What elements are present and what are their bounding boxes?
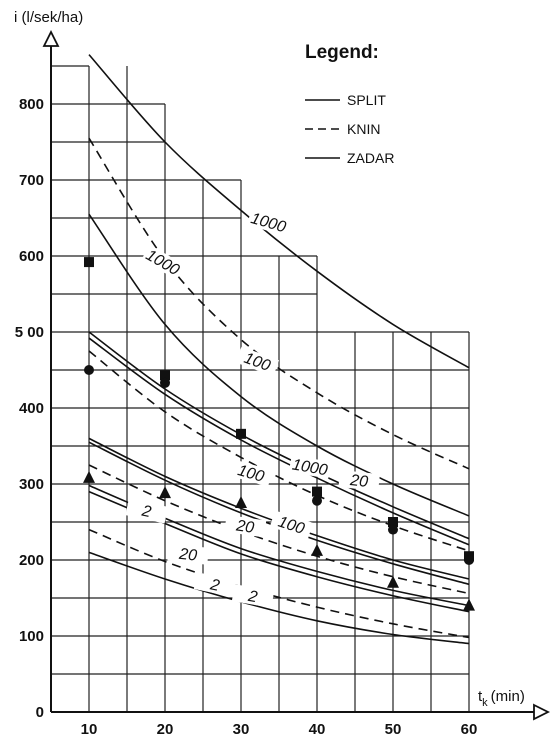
markers xyxy=(83,257,475,611)
data-marker-triangle xyxy=(387,575,399,588)
curve-label-bg xyxy=(193,572,237,598)
data-marker-square xyxy=(236,428,246,439)
curve-label: 1000 xyxy=(291,456,329,479)
curve-label: 2 xyxy=(208,576,221,595)
series-line xyxy=(88,528,470,639)
y-tick-label: 300 xyxy=(19,476,44,493)
curve-label: 20 xyxy=(177,546,198,565)
data-marker-circle xyxy=(388,524,398,535)
curve-label-bg xyxy=(288,455,332,479)
curve-label: 20 xyxy=(234,517,255,536)
data-marker-square xyxy=(388,517,398,527)
data-marker-circle xyxy=(84,365,94,375)
data-marker-circle xyxy=(312,495,322,506)
series-line xyxy=(88,54,470,369)
x-tick-label: 20 xyxy=(157,721,174,738)
legend-title: Legend: xyxy=(305,42,379,63)
y-tick-label: 200 xyxy=(19,552,44,569)
series-line xyxy=(88,551,470,645)
curve-label: 2 xyxy=(246,588,259,606)
y-tick-label: 600 xyxy=(19,248,44,265)
data-marker-square xyxy=(84,257,94,268)
data-marker-square xyxy=(160,370,170,381)
legend-label: ZADAR xyxy=(347,150,394,166)
curve-label: 2 xyxy=(139,503,152,522)
y-axis-arrow xyxy=(42,29,60,47)
curve-label-bg xyxy=(167,543,209,565)
curve-label-bg xyxy=(235,346,280,377)
legend-label: KNIN xyxy=(347,121,380,137)
y-tick-label: 400 xyxy=(19,400,44,417)
x-axis-label-unit: (min) xyxy=(491,688,525,705)
curve-label: 100 xyxy=(236,462,266,486)
x-axis-label-sub: k xyxy=(482,697,488,709)
data-marker-triangle xyxy=(83,470,95,483)
series-line xyxy=(88,337,470,546)
y-tick-label: 0 xyxy=(36,704,44,721)
curve-label-bg xyxy=(125,498,169,524)
curve-label-bg xyxy=(141,244,185,280)
data-marker-circle xyxy=(160,377,170,388)
data-marker-circle xyxy=(464,555,474,565)
legend-label: SPLIT xyxy=(347,92,386,108)
curve-label-bg xyxy=(338,469,380,492)
data-marker-triangle xyxy=(159,486,171,499)
x-axis-label: tk (min) xyxy=(478,688,525,709)
y-tick-label: 800 xyxy=(19,96,44,113)
series-line xyxy=(88,437,470,580)
x-axis-arrow xyxy=(533,703,550,721)
curve-label: 1000 xyxy=(143,247,182,280)
y-tick-label: 5 00 xyxy=(15,324,44,341)
curve-label: 100 xyxy=(242,350,273,375)
data-marker-triangle xyxy=(463,598,475,611)
y-tick-label: 700 xyxy=(19,172,44,189)
curve-label-bg xyxy=(246,208,291,236)
data-marker-square xyxy=(312,486,322,497)
y-tick-label: 100 xyxy=(19,628,44,645)
y-axis-label: i (l/sek/ha) xyxy=(14,9,83,26)
series-line xyxy=(88,464,470,595)
x-tick-label: 40 xyxy=(309,721,326,738)
x-tick-label: 10 xyxy=(81,721,98,738)
curve-label: 100 xyxy=(276,513,307,537)
curve-label-bg xyxy=(224,514,267,538)
x-axis-label-main: t xyxy=(478,688,483,705)
axes xyxy=(42,29,550,721)
x-tick-label: 30 xyxy=(233,721,250,738)
series-line xyxy=(88,441,470,586)
series-line xyxy=(88,213,470,517)
series-line xyxy=(88,331,470,540)
x-tick-label: 60 xyxy=(461,721,478,738)
legend-entries: SPLIT KNIN ZADAR xyxy=(305,92,394,166)
curve-label: 20 xyxy=(348,472,369,491)
curve-label-bg xyxy=(229,459,273,487)
grid xyxy=(51,65,470,712)
curve-label-bg xyxy=(269,510,314,540)
x-tick-label: 50 xyxy=(385,721,402,738)
curve-label-bg xyxy=(231,584,275,608)
data-marker-triangle xyxy=(311,543,323,556)
legend: Legend: SPLIT KNIN ZADAR xyxy=(305,42,394,166)
data-marker-triangle xyxy=(235,496,247,508)
